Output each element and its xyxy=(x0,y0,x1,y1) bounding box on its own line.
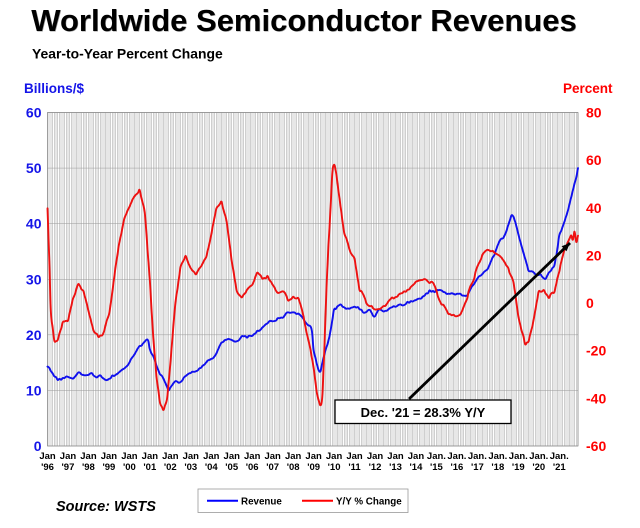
svg-text:Jan: Jan xyxy=(285,451,302,462)
svg-text:'15: '15 xyxy=(430,462,444,473)
svg-text:Jan: Jan xyxy=(162,451,179,462)
svg-text:'04: '04 xyxy=(205,462,219,473)
svg-text:Jan: Jan xyxy=(60,451,77,462)
svg-text:'10: '10 xyxy=(328,462,341,473)
svg-text:Jan.: Jan. xyxy=(529,451,548,462)
svg-text:Jan: Jan xyxy=(387,451,404,462)
svg-text:30: 30 xyxy=(26,271,42,287)
svg-text:'14: '14 xyxy=(410,462,424,473)
svg-text:Jan: Jan xyxy=(101,451,118,462)
svg-text:Jan.: Jan. xyxy=(427,451,446,462)
svg-text:'02: '02 xyxy=(164,462,177,473)
svg-text:'08: '08 xyxy=(287,462,300,473)
svg-text:Revenue: Revenue xyxy=(241,496,282,507)
svg-text:Jan.: Jan. xyxy=(550,451,569,462)
svg-text:Jan: Jan xyxy=(346,451,363,462)
svg-text:-60: -60 xyxy=(586,438,606,454)
svg-text:Worldwide Semiconductor Revenu: Worldwide Semiconductor Revenues xyxy=(31,3,576,38)
svg-text:'12: '12 xyxy=(369,462,382,473)
svg-text:Jan: Jan xyxy=(367,451,384,462)
svg-text:'17: '17 xyxy=(471,462,484,473)
svg-text:40: 40 xyxy=(26,216,42,232)
svg-text:Jan: Jan xyxy=(244,451,261,462)
svg-text:-20: -20 xyxy=(586,343,606,359)
svg-text:Jan: Jan xyxy=(408,451,425,462)
svg-text:Dec. '21 = 28.3% Y/Y: Dec. '21 = 28.3% Y/Y xyxy=(361,405,486,420)
svg-text:Jan.: Jan. xyxy=(468,451,487,462)
svg-text:'11: '11 xyxy=(348,462,361,473)
svg-text:'97: '97 xyxy=(62,462,75,473)
svg-text:'01: '01 xyxy=(143,462,157,473)
svg-text:'03: '03 xyxy=(184,462,197,473)
svg-text:Jan: Jan xyxy=(142,451,159,462)
svg-text:Year-to-Year Percent Change: Year-to-Year Percent Change xyxy=(32,46,223,62)
svg-text:'18: '18 xyxy=(491,462,504,473)
svg-text:Y/Y % Change: Y/Y % Change xyxy=(336,496,402,507)
svg-text:Jan: Jan xyxy=(305,451,322,462)
svg-text:'00: '00 xyxy=(123,462,136,473)
svg-text:Billions/$: Billions/$ xyxy=(24,81,85,96)
svg-text:Jan: Jan xyxy=(326,451,343,462)
svg-text:Jan: Jan xyxy=(39,451,56,462)
svg-text:Jan: Jan xyxy=(121,451,138,462)
svg-text:80: 80 xyxy=(586,105,602,121)
svg-text:20: 20 xyxy=(26,327,42,343)
svg-text:-40: -40 xyxy=(586,390,606,406)
svg-text:'05: '05 xyxy=(225,462,239,473)
svg-text:Jan.: Jan. xyxy=(447,451,466,462)
svg-text:Jan: Jan xyxy=(80,451,97,462)
svg-text:'98: '98 xyxy=(82,462,95,473)
svg-text:60: 60 xyxy=(26,105,42,121)
svg-text:Jan: Jan xyxy=(203,451,220,462)
svg-text:20: 20 xyxy=(586,247,602,263)
svg-text:'96: '96 xyxy=(41,462,54,473)
svg-text:Jan: Jan xyxy=(224,451,241,462)
svg-text:Source: WSTS: Source: WSTS xyxy=(56,499,156,515)
svg-text:0: 0 xyxy=(586,295,594,311)
svg-text:'09: '09 xyxy=(307,462,320,473)
svg-text:50: 50 xyxy=(26,160,42,176)
svg-text:Percent: Percent xyxy=(563,81,613,96)
svg-text:40: 40 xyxy=(586,200,602,216)
svg-text:'20: '20 xyxy=(532,462,545,473)
svg-text:'16: '16 xyxy=(450,462,463,473)
svg-text:'06: '06 xyxy=(246,462,259,473)
svg-text:'99: '99 xyxy=(102,462,115,473)
svg-text:'19: '19 xyxy=(512,462,525,473)
svg-text:'13: '13 xyxy=(389,462,402,473)
svg-text:'21: '21 xyxy=(553,462,567,473)
svg-text:Jan.: Jan. xyxy=(488,451,507,462)
svg-text:10: 10 xyxy=(26,382,42,398)
svg-text:60: 60 xyxy=(586,152,602,168)
svg-text:Jan: Jan xyxy=(183,451,200,462)
svg-text:'07: '07 xyxy=(266,462,279,473)
svg-text:Jan.: Jan. xyxy=(509,451,528,462)
svg-text:Jan: Jan xyxy=(264,451,281,462)
